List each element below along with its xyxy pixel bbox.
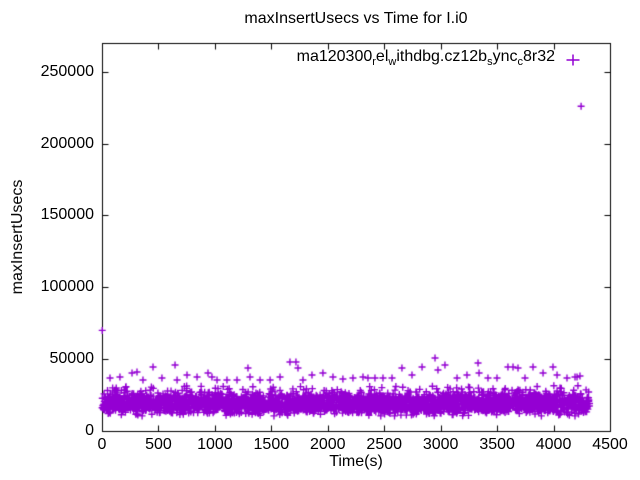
legend: ma120300relwithdbg.cz12bsyncc8r32 [297,47,584,72]
legend-label-text: el [375,48,389,65]
x-tick-label: 2500 [366,436,403,453]
legend-label-subscript: r [372,56,376,68]
y-tick-label: 150000 [40,206,94,224]
y-tick-label: 100000 [40,278,94,296]
y-axis-label: maxInsertUsecs [9,179,26,295]
x-tick-label: 1500 [253,436,290,453]
legend-label-subscript: c [517,56,523,68]
x-tick-label: 0 [97,436,107,453]
y-tick-label: 250000 [40,62,94,80]
y-tick-label: 200000 [40,134,94,152]
legend-label-text: 8r32 [522,48,555,65]
x-tick-label: 2000 [309,436,346,453]
legend-label-subscript: s [487,56,493,68]
x-tick-label: 4500 [592,436,628,453]
x-tick-label: 500 [145,436,172,453]
chart-title: maxInsertUsecs vs Time for I.i0 [244,10,468,27]
x-tick-label: 4000 [535,436,572,453]
legend-label-text: ma120300 [296,48,373,65]
x-tick-label: 1000 [197,436,233,453]
legend-sample-plus-icon [566,54,580,65]
legend-label-text: ithdbg.cz12b [396,48,488,65]
legend-series-label: ma120300relwithdbg.cz12bsyncc8r32 [297,47,555,72]
legend-label-subscript: w [388,56,397,68]
legend-label-text: ync [492,48,518,65]
y-tick-label: 50000 [49,350,95,368]
x-tick-label: 3500 [479,436,515,453]
y-tick-label: 0 [85,422,94,439]
x-axis-label: Time(s) [329,453,383,470]
x-tick-label: 3000 [422,436,459,453]
